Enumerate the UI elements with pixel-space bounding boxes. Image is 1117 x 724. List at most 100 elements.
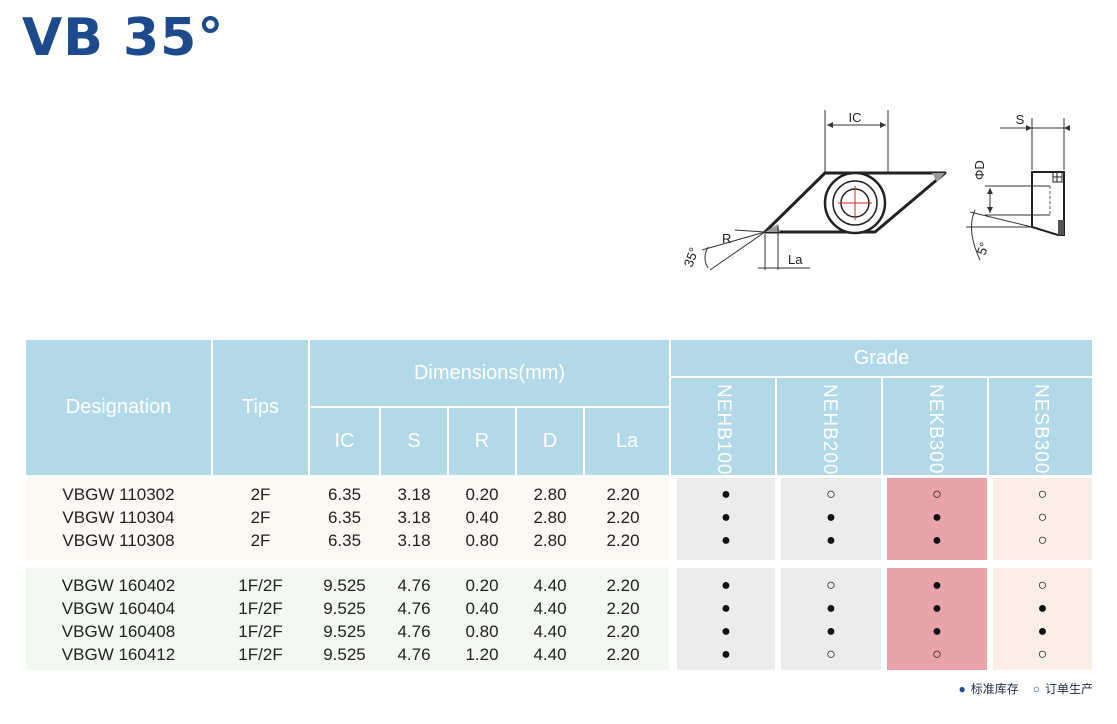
table-cell: 6.35 xyxy=(327,531,362,550)
grade-mark: ○ xyxy=(826,486,836,503)
table-cell: VBGW 110304 xyxy=(62,508,175,527)
group1-background xyxy=(26,478,669,560)
group1-grade-nehb100-bg xyxy=(677,478,775,560)
table-cell: 1F/2F xyxy=(238,622,283,641)
grade-mark: ● xyxy=(826,509,836,526)
designation-header: Designation xyxy=(26,340,211,475)
table-cell: VBGW 160412 xyxy=(61,645,176,664)
grade-mark: ● xyxy=(932,577,942,594)
dim-header-d: D xyxy=(517,408,583,475)
group1-s-column: 3.18 3.18 3.18 xyxy=(381,483,447,552)
group2-tips-column: 1F/2F 1F/2F 1F/2F 1F/2F xyxy=(213,574,308,666)
grade-mark: ● xyxy=(721,577,731,594)
grade-mark: ● xyxy=(721,623,731,640)
grade-mark: ● xyxy=(932,600,942,617)
group2-la-column: 2.20 2.20 2.20 2.20 xyxy=(585,574,661,666)
group2-grade-nekb300-bg xyxy=(887,568,987,670)
table-cell: 0.80 xyxy=(465,531,499,550)
table-cell: 2F xyxy=(250,531,271,550)
dim-header-d-label: D xyxy=(542,430,558,452)
table-cell: 0.40 xyxy=(465,599,499,618)
group2-nehb100-column: ● ● ● ● xyxy=(677,574,775,666)
group1-d-column: 2.80 2.80 2.80 xyxy=(517,483,583,552)
group1-grade-nehb200-bg xyxy=(781,478,881,560)
group2-grade-nehb200-bg xyxy=(781,568,881,670)
table-cell: 2.80 xyxy=(533,508,567,527)
group2-nesb300-column: ○ ● ● ○ xyxy=(993,574,1092,666)
table-cell: 4.40 xyxy=(533,645,567,664)
grade-mark: ● xyxy=(1037,600,1048,617)
s-dim-label: S xyxy=(1016,112,1025,127)
table-cell: VBGW 160402 xyxy=(61,576,176,595)
table-cell: 2F xyxy=(250,485,271,504)
group2-designation-column: VBGW 160402 VBGW 160404 VBGW 160408 VBGW… xyxy=(26,574,211,666)
table-cell: 2F xyxy=(250,508,271,527)
group1-grade-nekb300-bg xyxy=(887,478,987,560)
group2-background xyxy=(26,568,669,670)
group1-r-column: 0.20 0.40 0.80 xyxy=(449,483,515,552)
group1-ic-column: 6.35 6.35 6.35 xyxy=(310,483,379,552)
table-cell: 4.76 xyxy=(397,622,431,641)
group1-nehb100-column: ● ● ● xyxy=(677,483,775,552)
grade-mark: ○ xyxy=(826,577,836,594)
table-cell: 0.80 xyxy=(465,622,499,641)
ic-dim-label: IC xyxy=(849,110,862,125)
grade-header-nekb300: NEKB300 xyxy=(883,378,987,475)
table-cell: 1.20 xyxy=(465,645,499,664)
table-cell: 3.18 xyxy=(397,485,431,504)
legend-item-order: ○ 订单生产 xyxy=(1033,680,1093,697)
grade-header-nesb300: NESB300 xyxy=(989,378,1092,475)
legend-stock-label: 标准库存 xyxy=(970,682,1019,696)
dim-header-ic-label: IC xyxy=(334,430,355,452)
table-cell: 2.20 xyxy=(606,622,640,641)
hollow-dot-icon: ○ xyxy=(1032,682,1040,696)
table-cell: 1F/2F xyxy=(238,576,283,595)
grade-header-nehb100: NEHB100 xyxy=(671,378,775,476)
group2-s-column: 4.76 4.76 4.76 4.76 xyxy=(381,574,447,666)
table-cell: 4.76 xyxy=(397,599,431,618)
grade-header-nehb100-label: NEHB100 xyxy=(713,384,734,476)
dim-header-s: S xyxy=(381,408,447,475)
table-cell: VBGW 110302 xyxy=(62,485,175,504)
grade-mark: ○ xyxy=(1037,486,1048,503)
grade-header-nehb200: NEHB200 xyxy=(777,378,881,476)
table-cell: 4.40 xyxy=(533,622,567,641)
dim-header-la: La xyxy=(585,408,669,475)
grade-mark: ● xyxy=(932,623,942,640)
grade-mark: ● xyxy=(721,646,731,663)
group1-nehb200-column: ○ ● ● xyxy=(781,483,881,552)
table-cell: 0.20 xyxy=(465,485,499,504)
group1-grade-nesb300-bg xyxy=(993,478,1092,560)
table-cell: 2.20 xyxy=(606,531,640,550)
dimensions-header: Dimensions(mm) xyxy=(310,340,669,406)
group1-nekb300-column: ○ ● ● xyxy=(887,483,987,552)
group1-la-column: 2.20 2.20 2.20 xyxy=(585,483,661,552)
table-cell: 9.525 xyxy=(323,645,366,664)
table-cell: 2.80 xyxy=(533,531,567,550)
grade-mark: ○ xyxy=(826,646,836,663)
filled-dot-icon: ● xyxy=(958,682,966,696)
group2-d-column: 4.40 4.40 4.40 4.40 xyxy=(517,574,583,666)
tips-header-label: Tips xyxy=(241,396,280,418)
group1-designation-column: VBGW 110302 VBGW 110304 VBGW 110308 xyxy=(26,483,211,552)
grade-mark: ● xyxy=(932,532,942,549)
group2-nekb300-column: ● ● ● ○ xyxy=(887,574,987,666)
table-cell: 6.35 xyxy=(327,508,362,527)
grade-mark: ● xyxy=(721,600,731,617)
dim-header-ic: IC xyxy=(310,408,379,475)
tips-header: Tips xyxy=(213,340,308,475)
grade-mark: ○ xyxy=(1037,509,1048,526)
phi-d-label: ΦD xyxy=(972,160,987,180)
table-cell: 4.40 xyxy=(533,599,567,618)
legend-order-label: 订单生产 xyxy=(1044,682,1093,696)
grade-mark: ○ xyxy=(1037,577,1048,594)
dim-header-r-label: R xyxy=(474,430,490,452)
table-cell: 1F/2F xyxy=(238,599,283,618)
group2-grade-nehb100-bg xyxy=(677,568,775,670)
table-cell: VBGW 160408 xyxy=(61,622,176,641)
grade-mark: ● xyxy=(826,532,836,549)
table-cell: 2.20 xyxy=(606,599,640,618)
grade-mark: ● xyxy=(721,532,731,549)
angle5-label: 5° xyxy=(974,240,992,257)
designation-header-label: Designation xyxy=(65,396,172,418)
